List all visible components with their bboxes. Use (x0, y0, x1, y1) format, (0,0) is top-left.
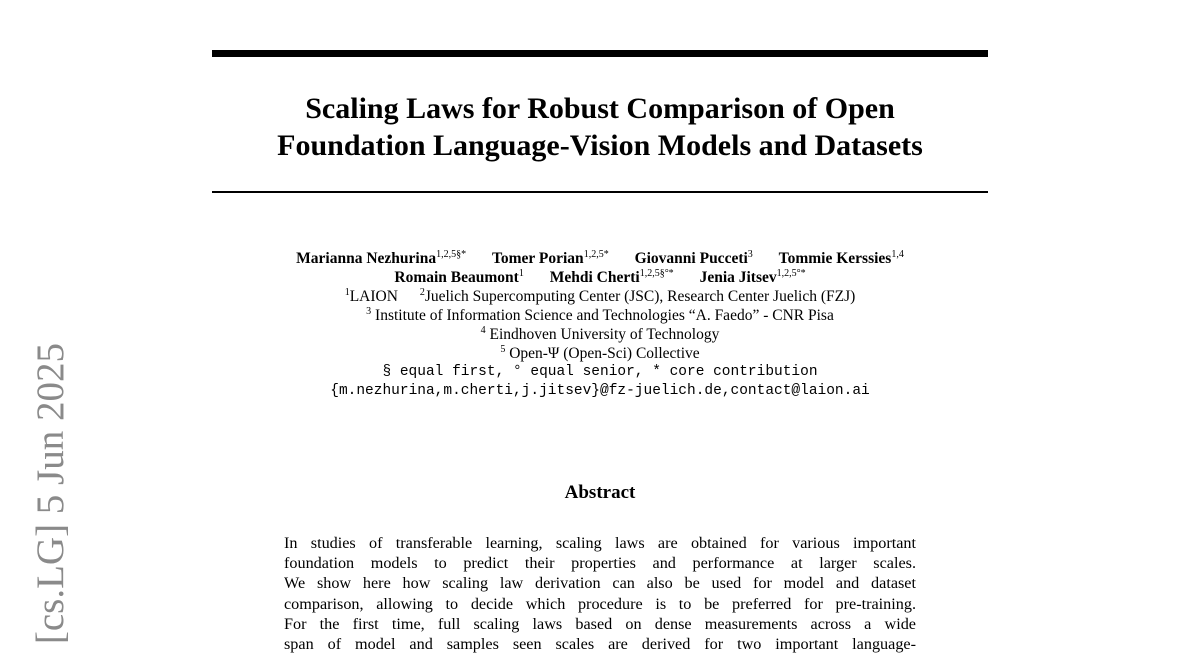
affiliation: Eindhoven University of Technology (489, 326, 720, 343)
affiliation-mark: 4 (480, 325, 486, 336)
author-name: Romain Beaumont (394, 269, 519, 286)
abstract-line: In studies of transferable learning, sca… (284, 534, 916, 552)
arxiv-stamp: [cs.LG] 5 Jun 2025 (29, 343, 72, 645)
contribution-note: § equal first, ° equal senior, * core co… (382, 364, 818, 380)
contact-emails: {m.nezhurina,m.cherti,j.jitsev}@fz-jueli… (330, 383, 870, 399)
affiliation: Open-Ψ (Open-Sci) Collective (509, 345, 700, 362)
affiliation-mark: 3 (366, 306, 372, 317)
abstract-heading: Abstract (564, 482, 636, 503)
title-rule (212, 191, 988, 193)
author-name: Jenia Jitsev (699, 269, 777, 286)
author-block: Marianna Nezhurina1,2,5§* Tomer Porian1,… (200, 249, 1000, 401)
author-name: Tommie Kerssies (778, 250, 892, 267)
title-line-2: Foundation Language-Vision Models and Da… (277, 129, 923, 162)
author-marks: 1,2,5§* (436, 249, 467, 260)
affiliation-mark: 1 (344, 287, 350, 298)
abstract-body: In studies of transferable learning, sca… (284, 533, 916, 654)
author-name: Tomer Porian (491, 250, 584, 267)
abstract-line: foundation models to predict their prope… (284, 554, 916, 573)
author-name: Giovanni Pucceti (634, 250, 748, 267)
abstract-line: For the first time, full scaling laws ba… (284, 614, 916, 633)
author-marks: 1 (518, 268, 524, 279)
author-marks: 1,2,5* (583, 249, 609, 260)
title-line-1: Scaling Laws for Robust Comparison of Op… (305, 92, 895, 125)
author-marks: 1,4 (891, 249, 904, 260)
abstract-line: We show here how scaling law derivation … (284, 574, 916, 593)
affiliation: LAION (349, 288, 398, 305)
affiliation-line: 4 Eindhoven University of Technology (200, 325, 1000, 344)
author-marks: 3 (747, 249, 753, 260)
author-line-2: Romain Beaumont1 Mehdi Cherti1,2,5§°* Je… (200, 268, 1000, 287)
author-marks: 1,2,5°* (776, 268, 806, 279)
affiliation: Juelich Supercomputing Center (JSC), Res… (424, 288, 856, 305)
affiliation-line: 5 Open-Ψ (Open-Sci) Collective (200, 344, 1000, 363)
author-marks: 1,2,5§°* (639, 268, 674, 279)
paper-title: Scaling Laws for Robust Comparison of Op… (212, 90, 988, 164)
abstract-line: comparison, allowing to decide which pro… (284, 594, 916, 613)
affiliation: Institute of Information Science and Tec… (375, 307, 834, 324)
abstract-line: span of model and samples seen scales ar… (284, 635, 916, 654)
affiliation-mark: 5 (500, 344, 506, 355)
author-line-1: Marianna Nezhurina1,2,5§* Tomer Porian1,… (200, 249, 1000, 268)
affiliation-mark: 2 (419, 287, 425, 298)
affiliation-line: 3 Institute of Information Science and T… (200, 306, 1000, 325)
top-rule (212, 50, 988, 57)
author-name: Mehdi Cherti (549, 269, 640, 286)
author-name: Marianna Nezhurina (296, 250, 437, 267)
affiliation-line-1: 1LAION 2Juelich Supercomputing Center (J… (200, 287, 1000, 306)
